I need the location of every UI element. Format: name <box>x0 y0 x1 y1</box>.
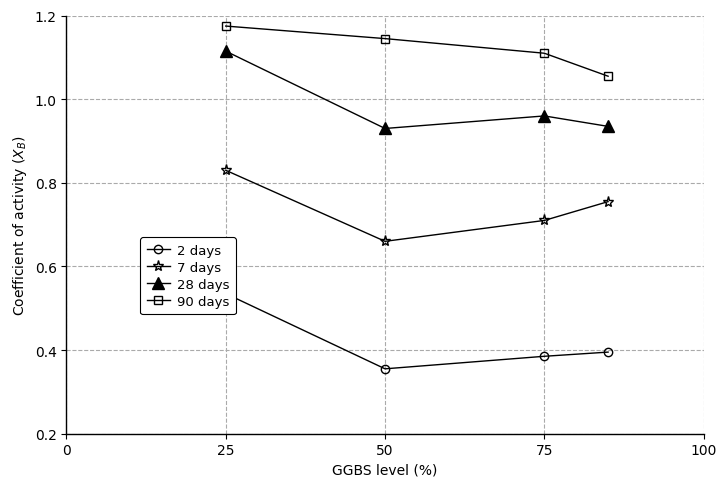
7 days <box>540 218 549 224</box>
Line: 2 days: 2 days <box>221 290 612 373</box>
90 days <box>540 51 549 57</box>
2 days <box>381 366 389 372</box>
Line: 90 days: 90 days <box>221 23 612 81</box>
28 days <box>221 49 230 55</box>
7 days <box>381 239 389 245</box>
Legend: 2 days, 7 days, 28 days, 90 days: 2 days, 7 days, 28 days, 90 days <box>140 238 236 314</box>
2 days <box>221 291 230 297</box>
Line: 28 days: 28 days <box>220 46 614 135</box>
X-axis label: GGBS level (%): GGBS level (%) <box>333 463 438 477</box>
Y-axis label: Coefficient of activity ($X_B$): Coefficient of activity ($X_B$) <box>11 135 29 315</box>
2 days <box>540 354 549 360</box>
28 days <box>604 124 612 130</box>
2 days <box>604 349 612 355</box>
28 days <box>381 126 389 132</box>
Line: 7 days: 7 days <box>220 165 614 247</box>
90 days <box>604 74 612 80</box>
90 days <box>381 37 389 42</box>
90 days <box>221 24 230 30</box>
7 days <box>221 168 230 174</box>
28 days <box>540 114 549 120</box>
7 days <box>604 199 612 205</box>
